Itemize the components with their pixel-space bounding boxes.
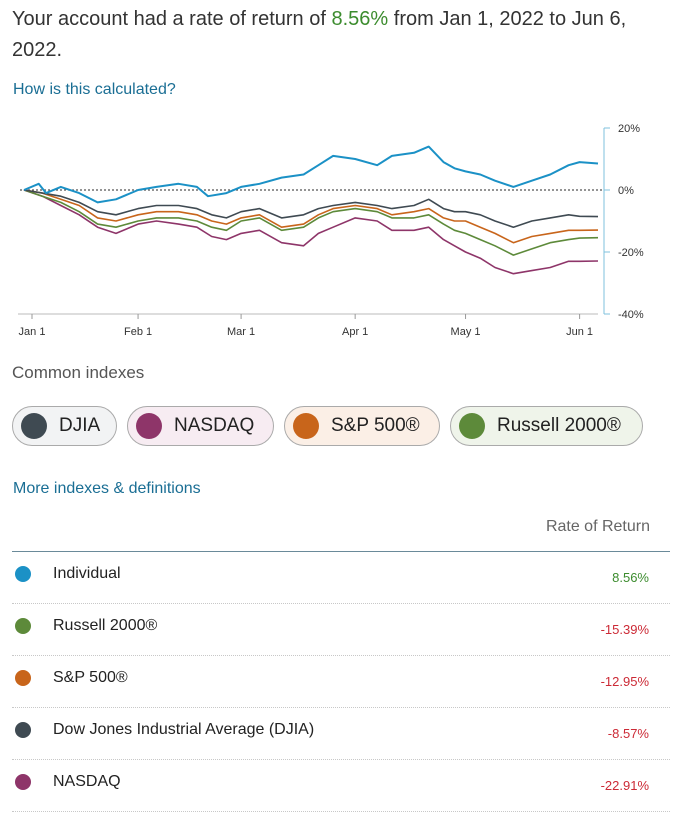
table-row: Russell 2000® -15.39% xyxy=(12,604,670,656)
summary-text-after: from Jan 1, 2022 to Jun 6, 2022. xyxy=(12,8,627,61)
summary-text-before: Your account had a rate of return of xyxy=(12,8,332,30)
table-row: NASDAQ -22.91% xyxy=(12,760,670,812)
rate-of-return-header: Rate of Return xyxy=(545,518,650,535)
x-tick-label: May 1 xyxy=(451,326,481,338)
return-chart: 20% 0% -20% -40% Jan 1 Feb 1 Mar 1 Apr 1 May 1 Ju… xyxy=(18,123,644,338)
summary-rate-value: 8.56% xyxy=(331,8,389,30)
x-tick-label: Jan 1 xyxy=(19,326,46,338)
y-tick-label: -20% xyxy=(618,247,644,259)
how-calculated-link[interactable]: How is this calculated? xyxy=(13,81,176,98)
x-tick-label: Mar 1 xyxy=(227,326,255,338)
chip-djia[interactable]: DJIA xyxy=(12,406,117,446)
row-value: 8.56% xyxy=(612,570,649,585)
series-line-russell xyxy=(23,189,599,256)
row-name: Individual xyxy=(53,565,121,582)
chip-sp500[interactable]: S&P 500® xyxy=(284,406,440,446)
table-row: Dow Jones Industrial Average (DJIA) -8.5… xyxy=(12,708,670,760)
series-line-nasdaq xyxy=(23,189,599,275)
sp500-color-dot xyxy=(293,413,319,439)
row-name: Russell 2000® xyxy=(53,617,158,634)
row-color-dot xyxy=(15,566,31,582)
index-chip-group: DJIA NASDAQ S&P 500® Russell 2000® xyxy=(12,406,672,446)
chip-nasdaq[interactable]: NASDAQ xyxy=(127,406,274,446)
chip-russell[interactable]: Russell 2000® xyxy=(450,406,643,446)
series-line-individual xyxy=(23,145,599,204)
chip-russell-label: Russell 2000® xyxy=(497,415,621,436)
x-tick-label: Jun 1 xyxy=(566,326,593,338)
chip-djia-label: DJIA xyxy=(59,415,101,436)
y-tick-label: -40% xyxy=(618,309,644,321)
row-value: -8.57% xyxy=(607,726,649,741)
y-tick-label: 20% xyxy=(618,123,640,135)
row-color-dot xyxy=(15,774,31,790)
chip-nasdaq-label: NASDAQ xyxy=(174,415,255,436)
row-value: -15.39% xyxy=(600,622,649,637)
table-row: S&P 500® -12.95% xyxy=(12,656,670,708)
y-tick-label: 0% xyxy=(618,185,634,197)
x-tick-label: Apr 1 xyxy=(342,326,368,338)
series-line-sp500 xyxy=(23,189,599,244)
row-name: NASDAQ xyxy=(53,773,121,790)
row-color-dot xyxy=(15,670,31,686)
nasdaq-color-dot xyxy=(136,413,162,439)
chip-sp500-label: S&P 500® xyxy=(331,415,420,436)
table-row: Individual 8.56% xyxy=(12,552,670,604)
row-name: Dow Jones Industrial Average (DJIA) xyxy=(53,721,315,738)
common-indexes-heading: Common indexes xyxy=(12,363,145,382)
row-color-dot xyxy=(15,722,31,738)
row-value: -22.91% xyxy=(600,778,649,793)
table-top-rule xyxy=(12,551,670,552)
row-value: -12.95% xyxy=(600,674,649,689)
return-table: Individual 8.56% Russell 2000® -15.39% S… xyxy=(12,551,670,812)
djia-color-dot xyxy=(21,413,47,439)
series-line-djia xyxy=(23,189,599,228)
return-summary: Your account had a rate of return of 8.5… xyxy=(12,4,662,66)
russell-color-dot xyxy=(459,413,485,439)
row-color-dot xyxy=(15,618,31,634)
x-tick-label: Feb 1 xyxy=(124,326,152,338)
more-indexes-link[interactable]: More indexes & definitions xyxy=(13,480,201,497)
row-name: S&P 500® xyxy=(53,669,128,686)
